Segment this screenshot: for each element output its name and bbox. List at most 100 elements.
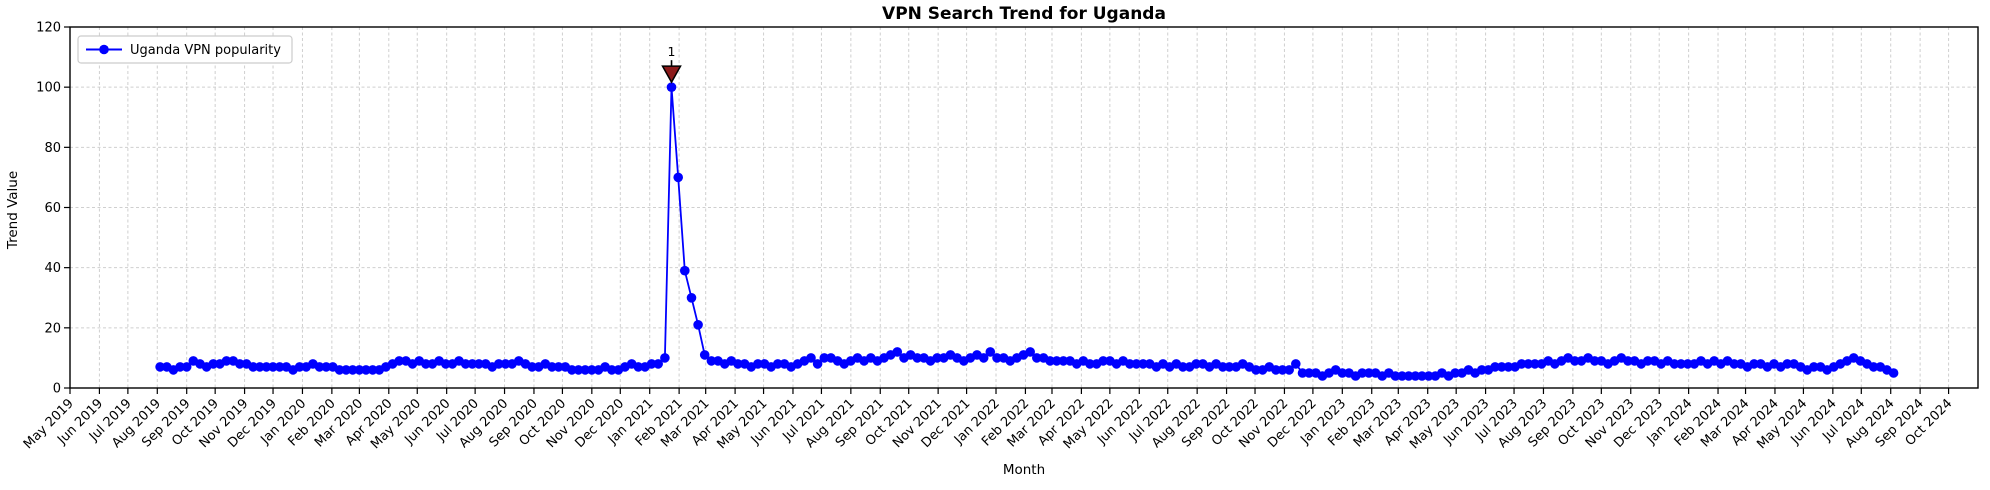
- data-point: [421, 359, 431, 369]
- data-point: [1224, 362, 1235, 372]
- data-point: [1403, 371, 1414, 381]
- data-point: [361, 365, 371, 375]
- legend-box: [77, 35, 293, 64]
- data-point: [367, 365, 378, 375]
- data-point: [1218, 362, 1228, 372]
- data-point: [1503, 362, 1514, 372]
- data-point: [992, 353, 1002, 363]
- data-point: [1868, 362, 1879, 372]
- data-point: [892, 347, 903, 357]
- data-point: [553, 362, 564, 372]
- data-point: [1297, 368, 1308, 378]
- data-point: [932, 353, 942, 363]
- data-point: [1178, 362, 1188, 372]
- data-point: [1032, 353, 1042, 363]
- data-point: [580, 365, 590, 375]
- data-point: [314, 362, 325, 372]
- data-point: [1676, 359, 1686, 369]
- data-point: [1098, 356, 1108, 366]
- data-point: [1284, 365, 1294, 375]
- data-point: [1490, 362, 1500, 372]
- data-point: [248, 362, 258, 372]
- data-point: [474, 359, 484, 369]
- legend-label: Uganda VPN popularity: [130, 43, 281, 58]
- data-point: [254, 362, 265, 372]
- data-point: [1271, 365, 1281, 375]
- data-point: [1364, 368, 1374, 378]
- data-point: [440, 359, 451, 369]
- data-point: [607, 365, 617, 375]
- y-tick-label: 40: [44, 261, 61, 276]
- data-point: [693, 320, 703, 330]
- data-point: [806, 353, 816, 363]
- data-point: [235, 359, 245, 369]
- data-point: [321, 362, 332, 372]
- data-point: [1682, 359, 1693, 369]
- data-point: [1749, 359, 1759, 369]
- data-point: [1477, 365, 1487, 375]
- data-point: [633, 362, 644, 372]
- data-point: [1191, 359, 1201, 369]
- data-point: [1357, 368, 1367, 378]
- data-point: [341, 365, 351, 375]
- data-point: [500, 359, 511, 369]
- data-point: [1589, 356, 1600, 366]
- data-point: [467, 359, 478, 369]
- data-point: [1417, 371, 1427, 381]
- data-point: [334, 365, 345, 375]
- data-point: [978, 353, 989, 363]
- data-point: [274, 362, 285, 372]
- data-point: [1058, 356, 1069, 366]
- data-point: [1390, 371, 1401, 381]
- data-point: [706, 356, 717, 366]
- legend-marker-icon: [99, 44, 109, 55]
- data-point: [1669, 359, 1680, 369]
- y-tick-label: 120: [36, 21, 61, 36]
- trend-line: [160, 87, 1894, 377]
- data-point: [547, 362, 557, 372]
- data-point: [155, 362, 165, 372]
- data-point: [1423, 371, 1434, 381]
- data-point: [666, 82, 677, 92]
- data-point: [1496, 362, 1507, 372]
- chart-title: VPN Search Trend for Uganda: [882, 4, 1166, 24]
- data-point: [221, 356, 232, 366]
- data-point: [1051, 356, 1062, 366]
- data-point: [494, 359, 504, 369]
- data-point: [1410, 371, 1421, 381]
- plot-frame: [69, 26, 1979, 389]
- data-point: [819, 353, 830, 363]
- axis-ticks: [64, 26, 1950, 394]
- data-point: [527, 362, 537, 372]
- y-tick-label: 0: [53, 382, 61, 397]
- y-tick-label: 100: [36, 81, 61, 96]
- data-point: [1045, 356, 1055, 366]
- data-point: [1131, 359, 1142, 369]
- data-point: [1782, 359, 1793, 369]
- data-point: [673, 172, 683, 183]
- data-point: [1729, 359, 1739, 369]
- data-point: [1809, 362, 1819, 372]
- data-point: [1138, 359, 1148, 369]
- data-point: [1251, 365, 1261, 375]
- data-point: [394, 356, 405, 366]
- data-point: [268, 362, 278, 372]
- data-point: [1523, 359, 1534, 369]
- data-point: [985, 347, 996, 357]
- data-point: [1277, 365, 1288, 375]
- y-tick-label: 60: [44, 201, 61, 216]
- data-point: [208, 359, 219, 369]
- data-point: [294, 362, 305, 372]
- y-tick-label: 20: [44, 321, 61, 336]
- data-point: [912, 353, 923, 363]
- data-point: [753, 359, 763, 369]
- data-point: [1530, 359, 1540, 369]
- data-point: [567, 365, 577, 375]
- data-point: [699, 350, 710, 360]
- data-point: [733, 359, 743, 369]
- annotation-triangle-down-icon: [661, 65, 682, 84]
- data-point: [261, 362, 272, 372]
- data-point: [680, 265, 690, 276]
- data-point: [181, 362, 192, 372]
